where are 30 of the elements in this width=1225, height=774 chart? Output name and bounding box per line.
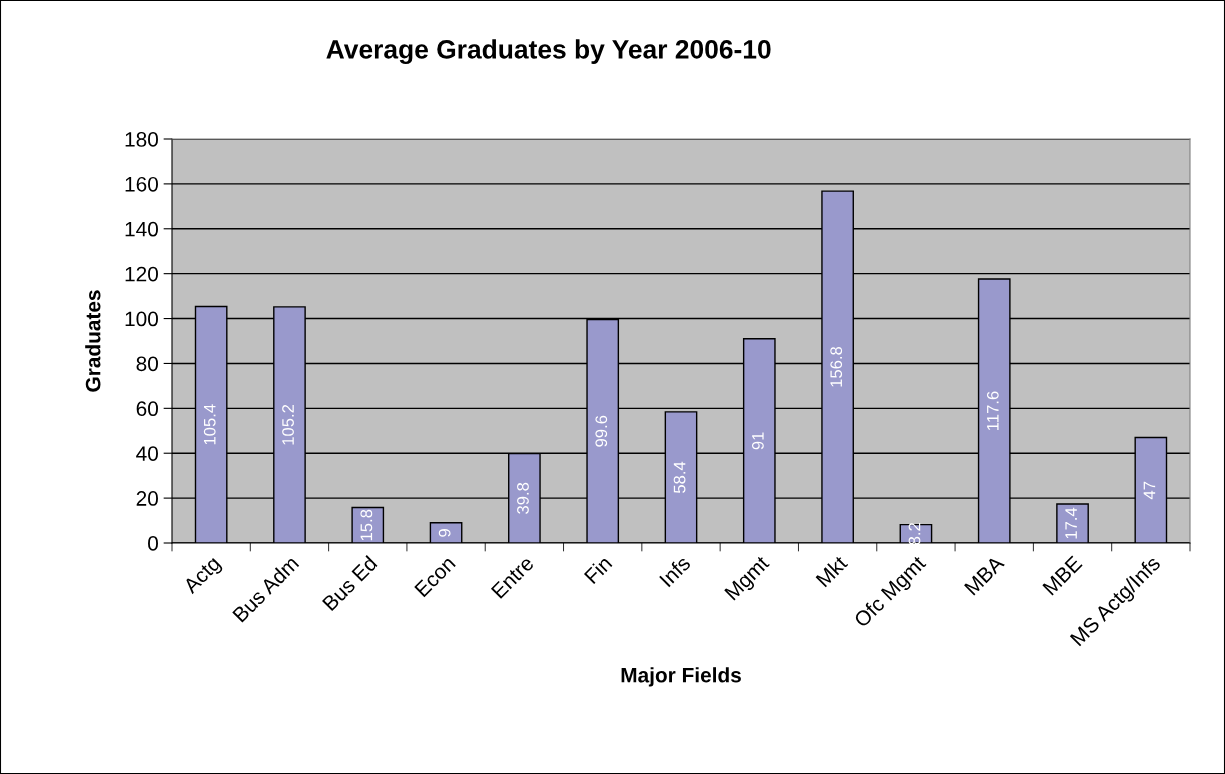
y-tick-label: 80 xyxy=(136,356,158,372)
data-label: 39.8 xyxy=(517,482,529,514)
data-label: 105.2 xyxy=(282,404,294,445)
y-tick-label: 180 xyxy=(125,132,158,147)
y-tick-label: 100 xyxy=(125,311,158,327)
x-tick-label: Fin xyxy=(583,555,613,585)
x-axis-title: Major Fields xyxy=(621,667,741,687)
y-tick-label: 140 xyxy=(125,221,158,237)
x-tick-label: Mkt xyxy=(815,554,849,588)
y-tick-label: 60 xyxy=(136,401,158,417)
x-tick-label: Infs xyxy=(658,554,692,588)
y-tick-label: 120 xyxy=(125,266,158,282)
y-tick-label: 160 xyxy=(125,176,158,192)
data-label: 17.4 xyxy=(1065,507,1077,539)
x-tick-label: Bus Ed xyxy=(321,555,378,612)
y-tick-label: 40 xyxy=(136,446,158,461)
data-label: 9 xyxy=(438,529,451,537)
data-label: 117.6 xyxy=(986,391,999,430)
y-tick-label: 0 xyxy=(148,536,158,551)
data-label: 156.8 xyxy=(830,346,843,387)
y-axis-title: Graduates xyxy=(85,290,101,392)
data-label: 47 xyxy=(1143,481,1156,500)
chart-title: Average Graduates by Year 2006-10 xyxy=(326,39,771,65)
data-label: 15.8 xyxy=(360,509,373,541)
data-label: 99.6 xyxy=(595,415,608,447)
y-tick-label: 20 xyxy=(136,491,158,506)
data-label: 58.4 xyxy=(673,461,686,494)
data-label: 105.4 xyxy=(203,404,216,445)
data-label: 91 xyxy=(751,432,764,450)
data-label: 8.2 xyxy=(908,523,921,545)
